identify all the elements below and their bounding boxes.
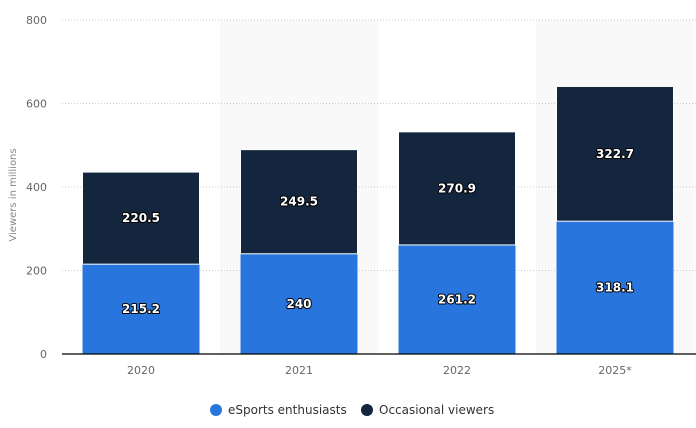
y-axis-label: Viewers in millions: [8, 148, 19, 241]
data-label: 270.9: [438, 181, 476, 195]
y-tick-label: 0: [40, 348, 47, 361]
y-tick-label: 400: [26, 181, 47, 194]
data-label: 240: [286, 297, 311, 311]
x-tick-label: 2022: [443, 364, 471, 377]
x-tick-label: 2020: [127, 364, 155, 377]
y-tick-label: 800: [26, 14, 47, 27]
bar-segment: [82, 171, 200, 265]
bar-segment: [398, 131, 516, 246]
bar-segment: [556, 85, 674, 222]
bar-segment: [240, 149, 358, 255]
bar-segment: [82, 264, 200, 354]
legend-label: Occasional viewers: [379, 403, 494, 417]
legend-marker-icon: [210, 404, 222, 416]
data-label: 220.5: [122, 211, 160, 225]
data-label: 322.7: [596, 147, 634, 161]
y-tick-label: 200: [26, 265, 47, 278]
data-label: 318.1: [596, 281, 634, 295]
legend-label: eSports enthusiasts: [228, 403, 347, 417]
bar-segment: [398, 244, 516, 354]
bar-segment: [556, 221, 674, 354]
data-label: 215.2: [122, 302, 160, 316]
y-tick-label: 600: [26, 98, 47, 111]
data-label: 249.5: [280, 195, 318, 209]
legend-marker-icon: [361, 404, 373, 416]
bar-segment: [240, 253, 358, 354]
x-tick-label: 2025*: [598, 364, 632, 377]
x-tick-label: 2021: [285, 364, 313, 377]
data-label: 261.2: [438, 292, 476, 306]
